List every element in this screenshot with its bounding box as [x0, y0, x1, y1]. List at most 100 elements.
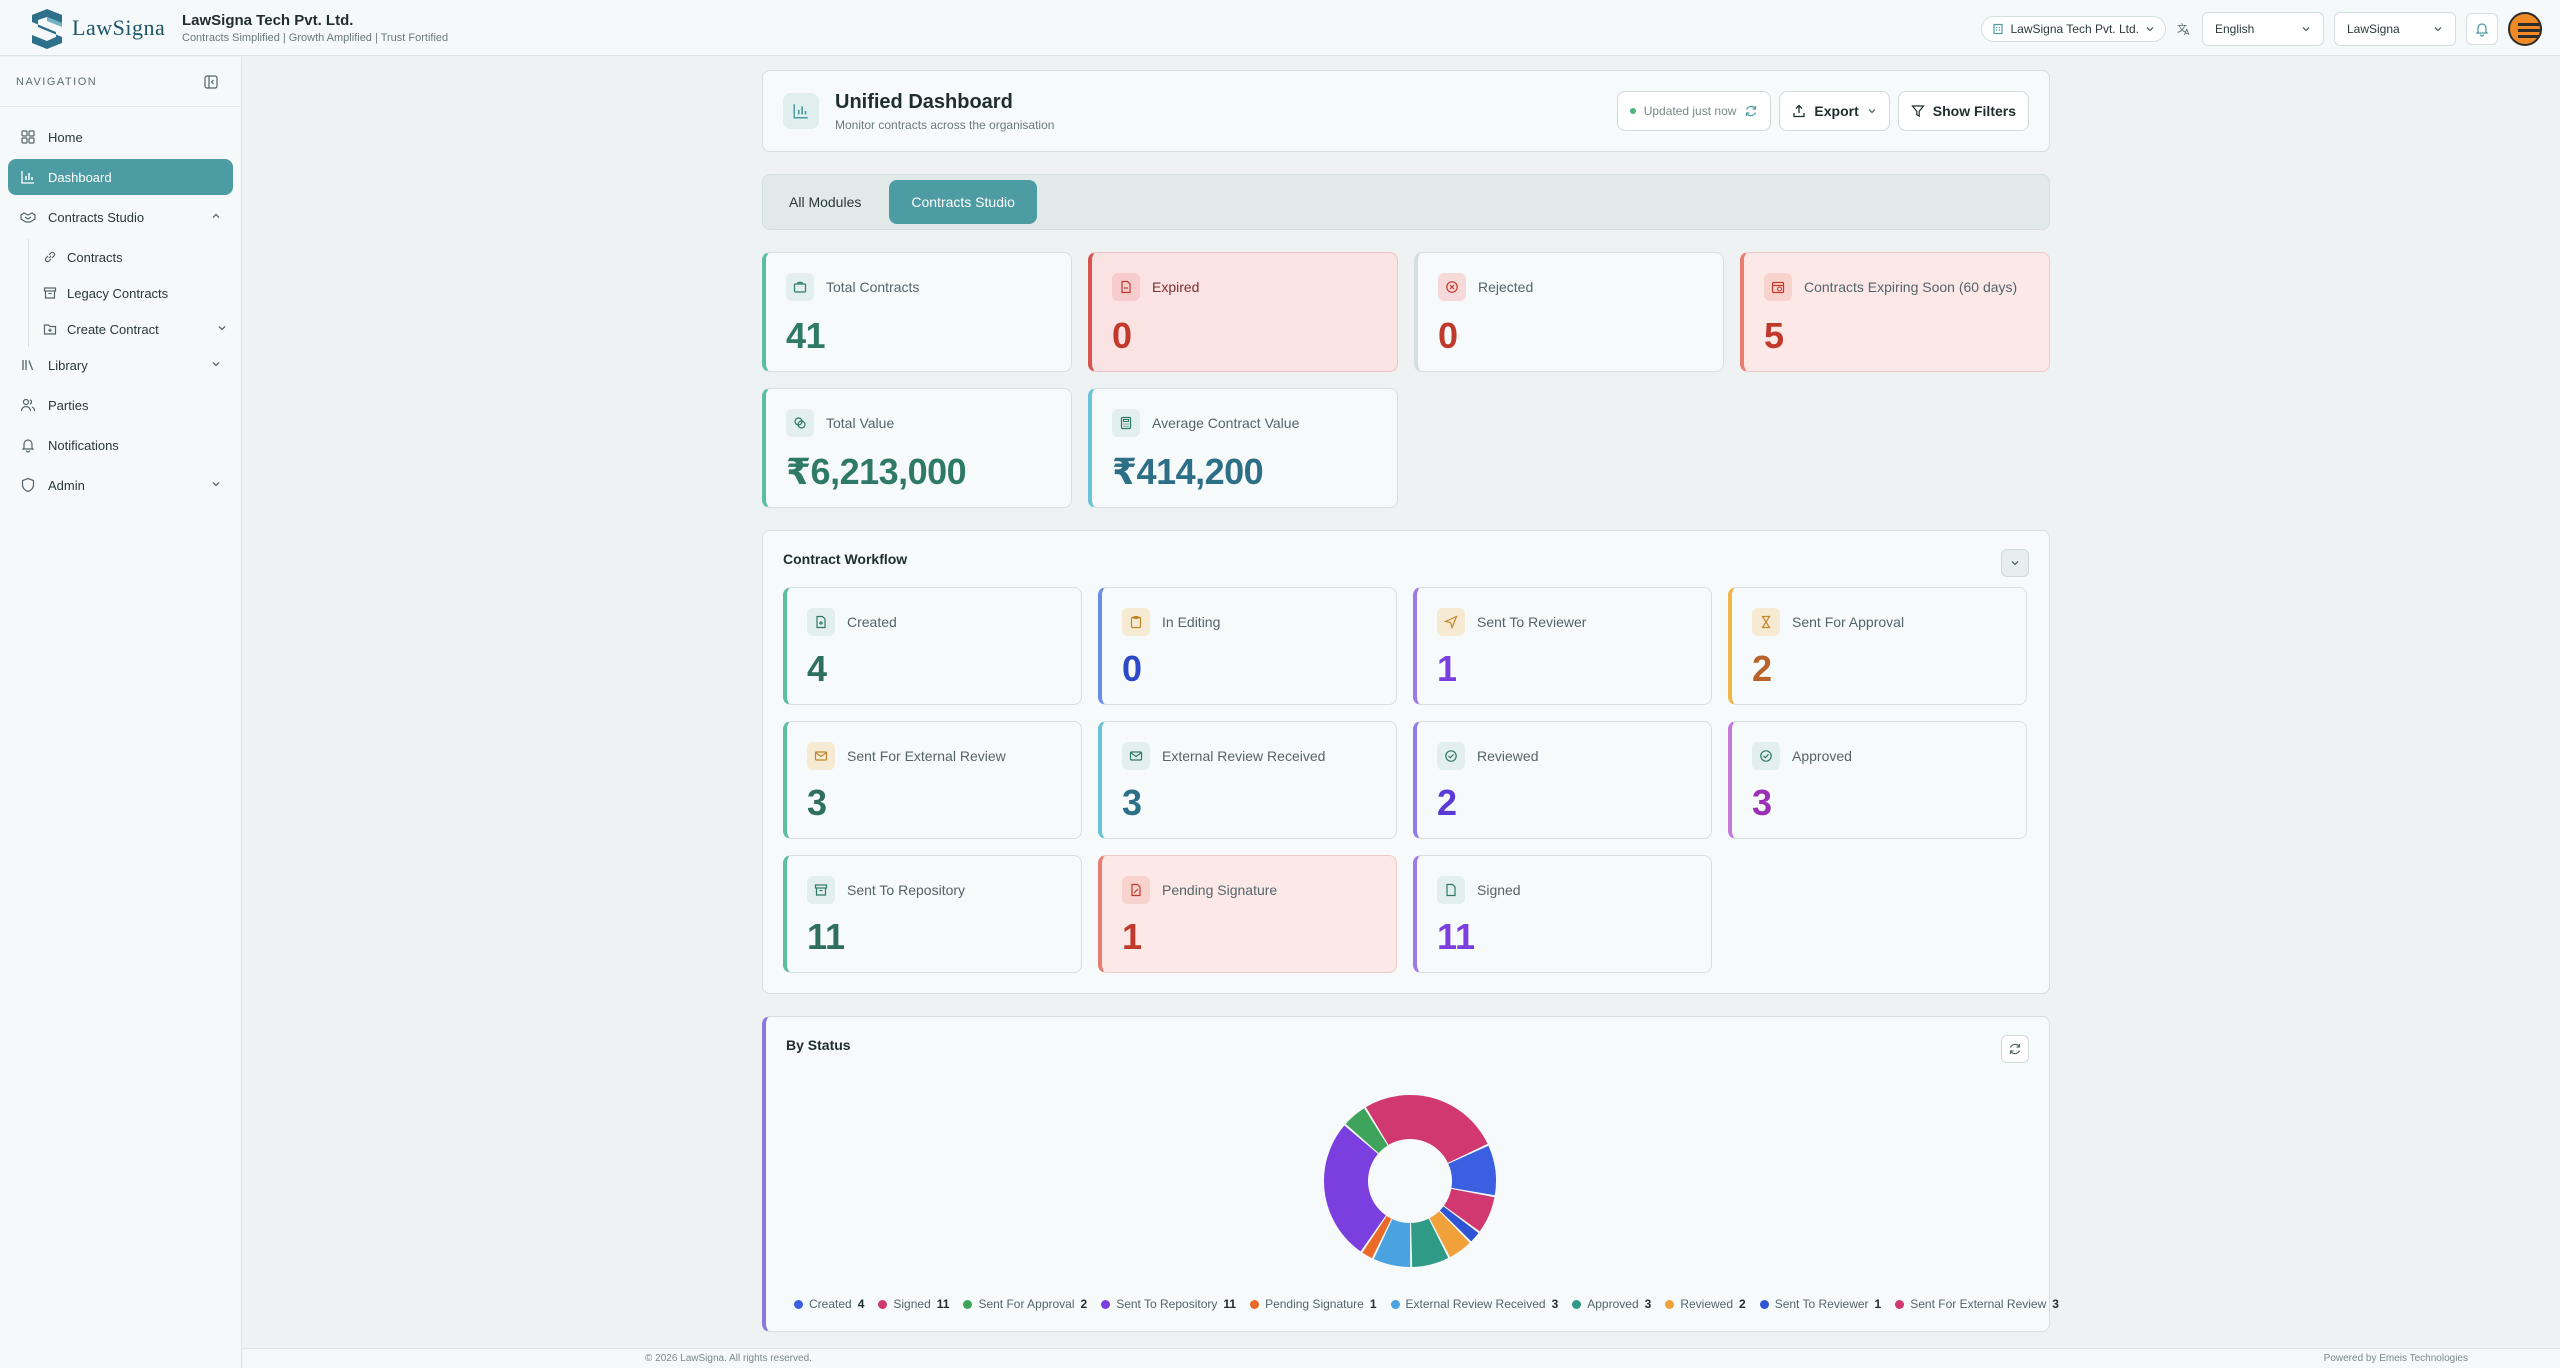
tab-all-modules[interactable]: All Modules [789, 194, 862, 210]
legend-item[interactable]: Sent To Repository 11 [1101, 1297, 1236, 1311]
legend-swatch [1759, 1299, 1769, 1309]
workflow-card-sent-to-repository[interactable]: Sent To Repository 11 [783, 855, 1082, 973]
donut-slice-approved[interactable] [1411, 1218, 1449, 1267]
workflow-value: 3 [1122, 782, 1143, 823]
stat-rejected[interactable]: Rejected 0 [1414, 252, 1724, 372]
workflow-card-reviewed[interactable]: Reviewed 2 [1413, 721, 1712, 839]
donut-slice-external-review-received[interactable] [1373, 1219, 1411, 1267]
sidebar-item-contracts-studio[interactable]: Contracts Studio [8, 199, 233, 235]
workflow-value: 3 [1752, 782, 1773, 823]
refresh-icon[interactable] [1744, 104, 1758, 118]
sidebar: NAVIGATION Home Dashboard Contracts Stud… [0, 57, 242, 1368]
svg-text:A: A [2184, 28, 2190, 37]
legend-swatch [963, 1299, 973, 1309]
export-button[interactable]: Export [1779, 91, 1890, 131]
workflow-label: In Editing [1162, 614, 1221, 630]
workflow-card-sent-for-external-review[interactable]: Sent For External Review 3 [783, 721, 1082, 839]
bar-chart-icon [21, 171, 34, 184]
workflow-card-signed[interactable]: Signed 11 [1413, 855, 1712, 973]
legend-item[interactable]: External Review Received 3 [1390, 1297, 1558, 1311]
stat-average-contract-value[interactable]: Average Contract Value ₹414,200 [1088, 388, 1398, 508]
org-select-value: LawSigna Tech Pvt. Ltd. [2010, 22, 2139, 36]
workflow-value: 2 [1437, 782, 1458, 823]
donut-slice-signed[interactable] [1365, 1095, 1488, 1163]
sidebar-item-label: Legacy Contracts [67, 285, 169, 301]
legend-item[interactable]: Sent For Approval 2 [963, 1297, 1087, 1311]
user-avatar[interactable] [2508, 12, 2542, 46]
sidebar-item-contracts[interactable]: Contracts [29, 239, 241, 275]
footer-powered-by: Powered by Emeis Technologies [2323, 1353, 2468, 1364]
chevron-down-icon [1868, 109, 1876, 114]
sidebar-item-legacy-contracts[interactable]: Legacy Contracts [29, 275, 241, 311]
footer-copyright: © 2026 LawSigna. All rights reserved. [645, 1353, 812, 1364]
svg-text:文: 文 [2177, 22, 2187, 35]
sidebar-item-library[interactable]: Library [8, 347, 233, 383]
workflow-card-external-review-received[interactable]: External Review Received 3 [1098, 721, 1397, 839]
legend-item[interactable]: Sent To Reviewer 1 [1759, 1297, 1881, 1311]
donut-slice-pending-signature[interactable] [1362, 1215, 1392, 1259]
file-check-icon [1437, 876, 1465, 904]
workflow-label: Pending Signature [1162, 882, 1278, 898]
workflow-value: 4 [807, 648, 828, 689]
workflow-label: Sent To Repository [847, 882, 966, 898]
sidebar-item-home[interactable]: Home [8, 119, 233, 155]
workspace-select[interactable]: LawSigna [2334, 12, 2456, 46]
sidebar-item-dashboard[interactable]: Dashboard [8, 159, 233, 195]
sidebar-item-notifications[interactable]: Notifications [8, 427, 233, 463]
chevron-down-icon [218, 326, 226, 331]
legend-item[interactable]: Approved 3 [1572, 1297, 1651, 1311]
stat-expired[interactable]: Expired 0 [1088, 252, 1398, 372]
folder-plus-icon [43, 324, 57, 335]
language-select[interactable]: English [2202, 12, 2324, 46]
legend-item[interactable]: Reviewed 2 [1665, 1297, 1746, 1311]
by-status-refresh-button[interactable] [2001, 1035, 2029, 1063]
workflow-card-pending-signature[interactable]: Pending Signature 1 [1098, 855, 1397, 973]
top-bar: LawSigna LawSigna Tech Pvt. Ltd. Contrac… [0, 0, 2560, 56]
translate-icon[interactable]: 文A [2176, 21, 2192, 37]
mail-icon [807, 742, 835, 770]
donut-slice-sent-for-external-review[interactable] [1444, 1188, 1495, 1232]
workflow-card-approved[interactable]: Approved 3 [1728, 721, 2027, 839]
legend-label: Pending Signature [1265, 1297, 1364, 1311]
stat-total-value[interactable]: Total Value ₹6,213,000 [762, 388, 1072, 508]
donut-slice-reviewed[interactable] [1429, 1211, 1470, 1258]
workflow-card-sent-for-approval[interactable]: Sent For Approval 2 [1728, 587, 2027, 705]
workflow-card-created[interactable]: Created 4 [783, 587, 1082, 705]
workflow-value: 1 [1122, 916, 1143, 957]
logo[interactable]: LawSigna [28, 7, 166, 49]
status-donut-chart[interactable] [1322, 1093, 1498, 1269]
sidebar-item-parties[interactable]: Parties [8, 387, 233, 423]
workflow-card-in-editing[interactable]: In Editing 0 [1098, 587, 1397, 705]
show-filters-button[interactable]: Show Filters [1897, 91, 2029, 131]
clipboard-icon [1122, 608, 1150, 636]
calendar-clock-icon [1764, 273, 1792, 301]
contracts-studio-submenu: Contracts Legacy Contracts Create Contra… [28, 239, 241, 347]
legend-swatch [1572, 1299, 1582, 1309]
donut-slice-created[interactable] [1448, 1145, 1496, 1196]
legend-item[interactable]: Sent For External Review 3 [1895, 1297, 2059, 1311]
bar-chart-icon [793, 104, 808, 119]
org-select[interactable]: LawSigna Tech Pvt. Ltd. [1981, 16, 2166, 42]
collapse-sidebar-icon[interactable] [203, 74, 219, 90]
notifications-button[interactable] [2466, 13, 2498, 45]
x-circle-icon [1438, 273, 1466, 301]
archive-icon [807, 876, 835, 904]
donut-slice-sent-for-approval[interactable] [1345, 1108, 1388, 1154]
legend-item[interactable]: Pending Signature 1 [1250, 1297, 1377, 1311]
workflow-collapse-button[interactable] [2001, 549, 2029, 577]
donut-slice-sent-to-repository[interactable] [1324, 1125, 1386, 1252]
hourglass-icon [1752, 608, 1780, 636]
workspace-select-value: LawSigna [2347, 22, 2400, 36]
sidebar-item-label: Admin [48, 477, 85, 493]
tab-contracts-studio[interactable]: Contracts Studio [889, 180, 1037, 224]
legend-item[interactable]: Created 4 [794, 1297, 864, 1311]
workflow-card-sent-to-reviewer[interactable]: Sent To Reviewer 1 [1413, 587, 1712, 705]
stat-expiring-soon[interactable]: Contracts Expiring Soon (60 days) 5 [1740, 252, 2050, 372]
legend-item[interactable]: Signed 11 [878, 1297, 949, 1311]
sidebar-item-admin[interactable]: Admin [8, 467, 233, 503]
sidebar-item-create-contract[interactable]: Create Contract [29, 311, 241, 347]
stat-total-contracts[interactable]: Total Contracts 41 [762, 252, 1072, 372]
donut-slice-sent-to-reviewer[interactable] [1439, 1206, 1479, 1242]
dashboard-icon [783, 93, 819, 129]
org-name: LawSigna Tech Pvt. Ltd. [182, 11, 354, 29]
